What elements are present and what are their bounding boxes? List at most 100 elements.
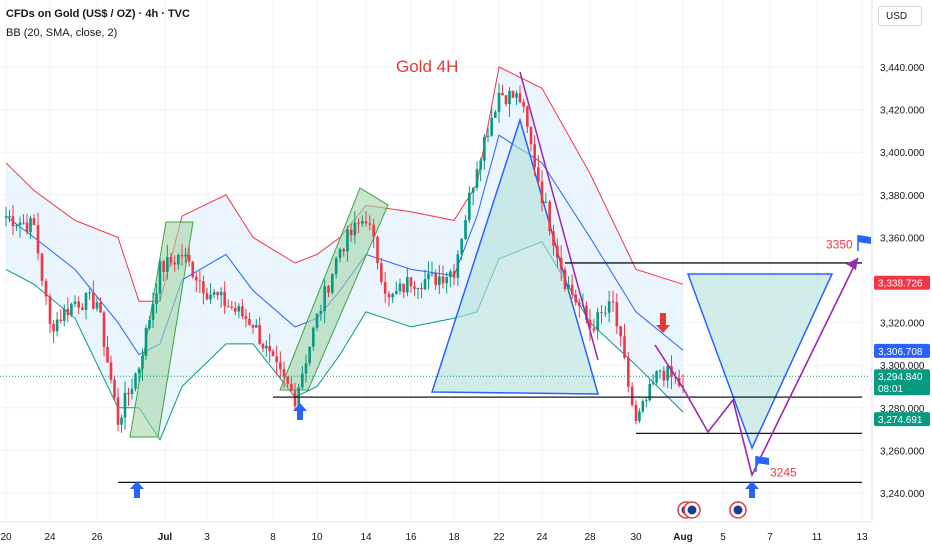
- candle-body: [230, 306, 234, 308]
- candle-body: [290, 383, 293, 391]
- candle-body: [191, 261, 195, 277]
- candle-body: [559, 257, 563, 270]
- candle-body: [449, 271, 452, 278]
- candle-body: [413, 286, 416, 289]
- candle-body: [293, 390, 297, 407]
- time-tick-label: 5: [720, 532, 726, 543]
- candle-body: [194, 276, 198, 281]
- time-tick-label: 24: [44, 532, 56, 543]
- symbol-title[interactable]: CFDs on Gold (US$ / OZ) · 4h · TVC: [6, 8, 190, 20]
- candle-body: [205, 293, 209, 300]
- candle-body: [518, 93, 522, 103]
- candle-body: [574, 294, 578, 303]
- price-tick-label: 3,280.000: [880, 404, 925, 415]
- currency-selector[interactable]: USD: [878, 6, 922, 26]
- time-axis[interactable]: 20 24 26 Jul 3 8 10 14 16 18 22 24 28 30 Aug 5 7 11 13: [0, 521, 872, 543]
- decline-trendline[interactable]: [519, 71, 599, 361]
- candle-body: [497, 92, 501, 112]
- triangle-pattern-down[interactable]: [686, 273, 834, 450]
- candle-body: [184, 254, 187, 257]
- candle-body: [4, 216, 8, 218]
- candle-body: [44, 280, 48, 297]
- candle-body: [619, 326, 622, 337]
- candle-body: [342, 249, 346, 252]
- candle-body: [360, 221, 364, 224]
- candle-body: [445, 277, 448, 284]
- price-axis[interactable]: 3,240.000 3,260.000 3,280.000 3,300.000 3,32…: [871, 0, 930, 522]
- candle-body: [577, 302, 581, 307]
- candle-body: [644, 400, 648, 402]
- candle-body: [66, 308, 70, 316]
- candle-body: [212, 292, 216, 295]
- candle-body: [537, 167, 540, 182]
- candle-body: [567, 284, 570, 290]
- candle-body: [338, 249, 342, 259]
- candle-body: [402, 283, 405, 293]
- candle-body: [312, 327, 315, 347]
- candle-body: [630, 386, 634, 406]
- candle-body: [548, 201, 551, 232]
- indicator-label[interactable]: BB (20, SMA, close, 2): [6, 27, 118, 39]
- candle-body: [641, 401, 645, 412]
- candle-body: [623, 336, 626, 358]
- price-tick-label: 3,380.000: [880, 191, 925, 202]
- candle-body: [279, 362, 282, 369]
- projection-path[interactable]: [654, 257, 859, 478]
- time-tick-label: 14: [360, 532, 372, 543]
- time-tick-label: Jul: [158, 532, 173, 543]
- candle-body: [92, 292, 95, 309]
- time-tick-label: 10: [311, 532, 323, 543]
- candle-body: [18, 222, 22, 226]
- candle-body: [372, 224, 375, 237]
- support-resistance-levels[interactable]: [118, 262, 862, 484]
- candle-body: [607, 301, 611, 313]
- candle-body: [651, 382, 655, 384]
- candle-body: [141, 355, 144, 369]
- candle-body: [570, 284, 574, 295]
- candle-body: [376, 236, 379, 264]
- candle-body: [155, 293, 158, 305]
- candle-body: [304, 363, 308, 374]
- candle-body: [166, 257, 169, 272]
- price-label-text: 3,274.691: [878, 415, 923, 426]
- candle-body: [600, 312, 603, 314]
- candle-body: [315, 313, 319, 328]
- candle-body: [308, 346, 311, 364]
- channel-box-1[interactable]: [129, 221, 194, 438]
- candle-body: [209, 294, 212, 300]
- candle-body: [638, 411, 641, 421]
- chart-title: Gold 4H: [396, 57, 458, 76]
- candle-body: [116, 397, 120, 425]
- candle-body: [522, 102, 525, 107]
- bb-upper-line: [5, 66, 684, 302]
- candle-body: [151, 304, 155, 321]
- candle-body: [261, 343, 265, 349]
- candle-body: [70, 303, 73, 316]
- candle-body: [658, 370, 662, 372]
- candle-body: [334, 258, 338, 275]
- candle-body: [420, 288, 423, 290]
- price-label-tag: [874, 412, 930, 427]
- candle-body: [234, 307, 237, 312]
- up-arrow-icon: [745, 481, 759, 498]
- triangle-pattern-up[interactable]: [430, 117, 599, 395]
- candle-body: [434, 273, 437, 286]
- pattern-drawings[interactable]: [430, 117, 834, 450]
- candle-body: [456, 254, 460, 278]
- candle-body: [216, 292, 219, 296]
- time-tick-label: 22: [493, 532, 505, 543]
- candle-body: [501, 92, 504, 96]
- up-arrow-icon: [293, 403, 307, 420]
- candle-body: [494, 111, 497, 118]
- candles: [4, 83, 685, 433]
- candle-body: [681, 385, 685, 387]
- candle-body: [387, 293, 391, 298]
- candle-body: [563, 269, 567, 290]
- candle-body: [655, 371, 658, 383]
- candle-body: [585, 305, 588, 320]
- candle-body: [77, 301, 80, 308]
- candle-body: [662, 370, 666, 381]
- candle-body: [483, 137, 486, 161]
